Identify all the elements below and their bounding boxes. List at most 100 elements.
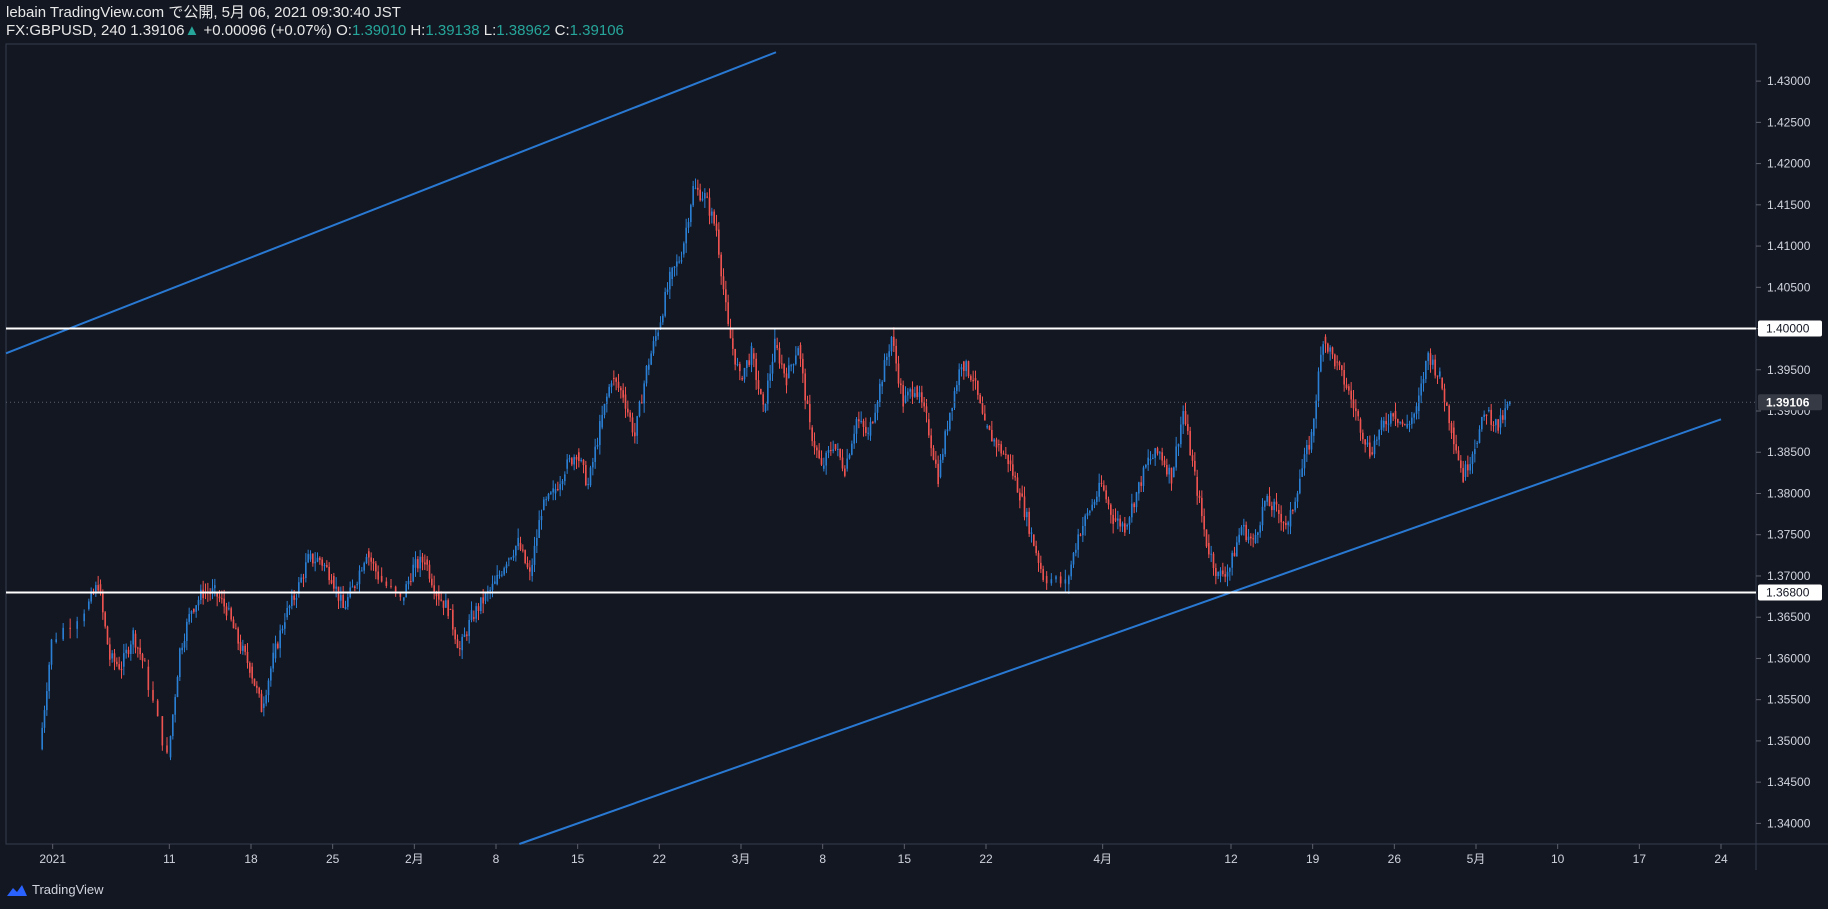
candle bbox=[823, 465, 825, 469]
low-value: 1.38962 bbox=[496, 22, 551, 39]
candle bbox=[750, 346, 753, 365]
candle bbox=[953, 390, 956, 408]
candle bbox=[1196, 476, 1198, 496]
candle bbox=[330, 580, 333, 584]
candle bbox=[1268, 495, 1271, 507]
candle bbox=[1055, 576, 1057, 580]
open-value: 1.39010 bbox=[351, 22, 407, 39]
trend-channel[interactable] bbox=[5, 51, 1722, 845]
candle bbox=[1131, 503, 1133, 518]
candle bbox=[911, 389, 914, 397]
candle bbox=[510, 557, 512, 559]
time-axis[interactable]: 2021 11 18 25 2月 8 15 22 3月 8 15 22 4月 12 19 26 5月 10 17 24 bbox=[39, 844, 1728, 866]
candle bbox=[1427, 352, 1429, 361]
candle bbox=[466, 634, 468, 636]
time-tick-label: 5月 bbox=[1467, 852, 1486, 866]
candle bbox=[543, 499, 545, 510]
candle bbox=[251, 666, 253, 679]
candle bbox=[533, 545, 536, 565]
candle bbox=[1453, 427, 1455, 445]
candle bbox=[778, 348, 781, 364]
price-tick-label: 1.34500 bbox=[1767, 775, 1811, 789]
candle bbox=[428, 564, 431, 579]
channel-line-lower[interactable] bbox=[519, 418, 1722, 845]
time-tick-label: 17 bbox=[1633, 852, 1647, 866]
candle bbox=[659, 322, 662, 329]
candle bbox=[407, 580, 410, 585]
candle bbox=[1124, 523, 1126, 533]
candle bbox=[491, 583, 494, 590]
candle bbox=[844, 468, 846, 476]
candle bbox=[214, 585, 216, 589]
candle bbox=[326, 565, 328, 567]
candle bbox=[1429, 353, 1432, 365]
candle bbox=[781, 363, 783, 365]
candle bbox=[1012, 464, 1014, 476]
candle bbox=[531, 564, 533, 576]
candle bbox=[718, 229, 720, 255]
candle bbox=[610, 383, 613, 387]
candle bbox=[1352, 399, 1355, 409]
candle bbox=[1140, 482, 1142, 486]
candle bbox=[505, 564, 508, 569]
candle bbox=[797, 348, 799, 356]
candle bbox=[736, 364, 739, 366]
candle bbox=[846, 458, 848, 469]
horizontal-levels[interactable] bbox=[6, 327, 1756, 594]
candle bbox=[1210, 553, 1212, 555]
candle bbox=[615, 378, 617, 382]
time-tick-label: 2021 bbox=[39, 852, 66, 866]
candle bbox=[1245, 524, 1247, 541]
candle bbox=[277, 643, 279, 649]
candle bbox=[347, 597, 349, 607]
candle bbox=[1152, 457, 1154, 460]
candle bbox=[760, 388, 762, 395]
candle bbox=[883, 360, 886, 382]
candle bbox=[1072, 552, 1075, 565]
price-tick-label: 1.38000 bbox=[1767, 486, 1811, 500]
candle bbox=[988, 425, 991, 430]
candle bbox=[1471, 454, 1474, 465]
candle bbox=[524, 550, 526, 564]
candle bbox=[314, 561, 316, 564]
candle bbox=[1173, 467, 1175, 477]
candle bbox=[559, 484, 561, 490]
candle bbox=[1224, 574, 1226, 577]
candle bbox=[281, 628, 284, 631]
time-tick-label: 8 bbox=[819, 852, 826, 866]
candle bbox=[865, 426, 867, 433]
channel-line-upper[interactable] bbox=[5, 51, 777, 355]
candle bbox=[818, 450, 820, 459]
candle bbox=[981, 403, 984, 414]
candle bbox=[1348, 386, 1350, 391]
candle bbox=[475, 606, 477, 619]
symbol-interval[interactable]: FX:GBPUSD, 240 bbox=[6, 22, 127, 39]
candle bbox=[166, 745, 168, 753]
candle bbox=[1446, 402, 1448, 406]
candle bbox=[1119, 518, 1121, 527]
candle bbox=[592, 461, 594, 468]
candle bbox=[827, 449, 830, 453]
candle bbox=[669, 271, 671, 290]
candle bbox=[1392, 413, 1394, 417]
candle bbox=[421, 556, 424, 563]
candle bbox=[1026, 511, 1028, 518]
candle bbox=[1117, 518, 1119, 521]
candle bbox=[1394, 411, 1397, 420]
candle bbox=[664, 292, 666, 316]
candle bbox=[1292, 510, 1294, 512]
candle bbox=[1345, 384, 1348, 388]
candle bbox=[578, 452, 580, 461]
candle bbox=[942, 454, 944, 460]
candle bbox=[267, 680, 270, 696]
candle bbox=[1282, 522, 1285, 524]
price-axis[interactable]: 1.34000 1.34500 1.35000 1.35500 1.36000 1.365… bbox=[1756, 74, 1811, 830]
candle bbox=[1033, 534, 1035, 546]
candle bbox=[652, 341, 655, 354]
candle bbox=[118, 664, 120, 669]
candle bbox=[1362, 432, 1364, 440]
candle bbox=[1450, 423, 1453, 434]
candle bbox=[1310, 431, 1313, 450]
candle bbox=[1306, 445, 1308, 455]
